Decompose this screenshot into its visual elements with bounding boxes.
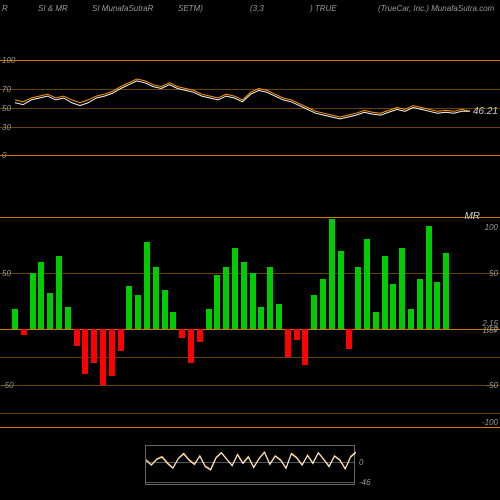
mr-bar (258, 307, 264, 329)
mr-bar (118, 329, 124, 351)
mr-bar (91, 329, 97, 363)
axis-label: 30 (2, 123, 11, 132)
axis-label: 50 (489, 269, 498, 278)
axis-label: 50 (2, 269, 11, 278)
mr-panel: MR100502.151.570 0-50-10050-50 (0, 217, 500, 427)
mr-bar (276, 304, 282, 329)
mr-bar (408, 309, 414, 329)
mr-bar (390, 284, 396, 329)
mr-bar (109, 329, 115, 376)
mr-bar (179, 329, 185, 338)
mr-bar (382, 256, 388, 329)
axis-label: -50 (486, 381, 498, 390)
mr-bar (443, 253, 449, 329)
mr-bar (21, 329, 27, 335)
mr-bar (285, 329, 291, 357)
mr-bar (214, 275, 220, 329)
mr-bar (56, 256, 62, 329)
mr-bar (100, 329, 106, 385)
mini-panel: 0-46 (145, 445, 355, 485)
mr-bar (346, 329, 352, 349)
mr-bar (223, 267, 229, 329)
mr-bar (399, 248, 405, 329)
mr-bar (82, 329, 88, 374)
mr-bar (74, 329, 80, 346)
mr-bar (206, 309, 212, 329)
axis-label: -46 (359, 478, 371, 487)
mr-bar (373, 312, 379, 329)
mr-bar (311, 295, 317, 329)
mr-bar (38, 262, 44, 329)
mr-bar (417, 279, 423, 329)
axis-label: 70 (2, 85, 11, 94)
axis-label: 0 (359, 458, 363, 467)
mr-bar (170, 312, 176, 329)
axis-label: 100 (2, 56, 15, 65)
mr-bar (197, 329, 203, 342)
header-text: (TrueCar, Inc.) MunafaSutra.com (378, 4, 494, 13)
axis-label: 100 (485, 223, 498, 232)
mr-bar (329, 219, 335, 329)
mr-bar (47, 293, 53, 329)
axis-label: 0 0 (487, 325, 498, 334)
header-text: (3,3 (250, 4, 264, 13)
mr-bar (338, 251, 344, 329)
mr-bar (162, 290, 168, 329)
mr-bar (250, 273, 256, 329)
chart-header: R SI & MR SI MunafaSutraR SETM) (3,3 ) TRUE (T… (0, 0, 500, 18)
mr-bar (65, 307, 71, 329)
mr-bar (302, 329, 308, 365)
rsi-panel: 100705030046.21 (0, 60, 500, 155)
mr-bar (426, 226, 432, 329)
axis-label: 50 (2, 104, 11, 113)
mr-bar (12, 309, 18, 329)
mr-bar (232, 248, 238, 329)
mr-bar (144, 242, 150, 329)
mr-bar (267, 267, 273, 329)
mr-bar (294, 329, 300, 340)
mr-bar (320, 279, 326, 329)
axis-label: -50 (2, 381, 14, 390)
axis-label: -100 (482, 418, 498, 427)
header-text: SETM) (178, 4, 203, 13)
mr-bar (135, 295, 141, 329)
axis-label: 0 (2, 151, 6, 160)
mr-bar (188, 329, 194, 363)
mr-bar (355, 267, 361, 329)
mr-bar (30, 273, 36, 329)
header-text: SI & MR (38, 4, 68, 13)
mr-bar (126, 286, 132, 329)
mr-title: MR (464, 211, 480, 222)
mr-bar (434, 282, 440, 329)
mr-bar (364, 239, 370, 329)
header-text: ) TRUE (310, 4, 337, 13)
header-text: SI MunafaSutraR (92, 4, 153, 13)
mr-bar (153, 267, 159, 329)
header-text: R (2, 4, 8, 13)
mr-bar (241, 262, 247, 329)
